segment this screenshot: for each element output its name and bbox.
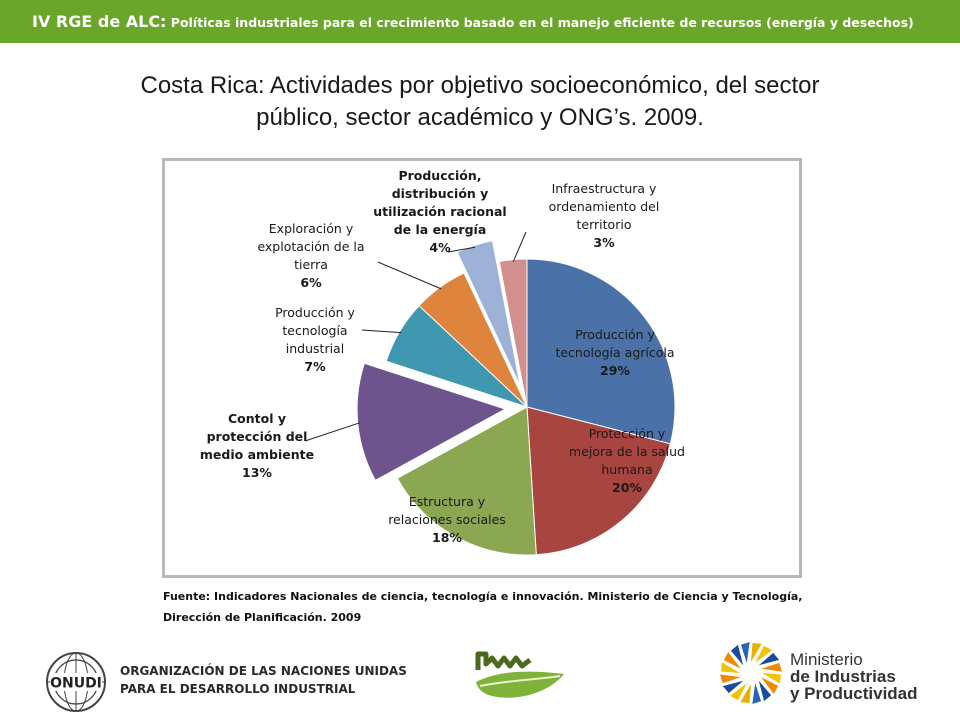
ministerio-name: Ministerio de Industrias y Productividad — [790, 651, 918, 702]
pie-slice-agricola — [526, 258, 676, 445]
slice-percent-label: 6% — [300, 275, 322, 290]
ministry-line1: Ministerio — [790, 650, 863, 669]
slice-label-tierra: Exploración y explotación de la tierra 6% — [236, 220, 386, 292]
slide-title-line1: Costa Rica: Actividades por objetivo soc… — [140, 72, 820, 99]
ministry-line2: de Industrias — [790, 667, 896, 686]
onudi-org-name: ORGANIZACIÓN DE LAS NACIONES UNIDAS PARA… — [120, 662, 407, 698]
slice-label-line: Contol y — [227, 411, 286, 426]
slice-label-estructura: Estructura y relaciones sociales 18% — [372, 493, 522, 547]
slice-label-line: Infraestructura y — [551, 181, 657, 196]
slice-label-line: humana — [601, 462, 653, 477]
leader-line-medio-ambiente — [304, 422, 360, 442]
slide-title: Costa Rica: Actividades por objetivo soc… — [60, 70, 900, 134]
slice-percent-label: 3% — [593, 235, 615, 250]
pie-slice-infraestructura — [498, 258, 528, 408]
source-note: Fuente: Indicadores Nacionales de cienci… — [163, 586, 803, 628]
slice-label-line: protección del — [206, 429, 308, 444]
leader-line-energia — [447, 246, 476, 253]
ministry-line3: y Productividad — [790, 684, 918, 703]
slice-percent-label: 4% — [429, 240, 451, 255]
slice-label-medio-ambiente: Contol y protección del medio ambiente 13% — [182, 410, 332, 482]
header-title: IV RGE de ALC: Políticas industriales pa… — [32, 12, 914, 31]
org-line2: PARA EL DESARROLLO INDUSTRIAL — [120, 682, 356, 696]
slice-label-agricola: Producción y tecnología agrícola 29% — [540, 326, 690, 380]
pie-slice-energia — [456, 240, 521, 387]
slice-label-line: Producción, — [398, 168, 482, 183]
slice-label-line: de la energía — [393, 222, 487, 237]
slice-label-line: Producción y — [275, 305, 355, 320]
slice-label-line: ordenamiento del — [548, 199, 660, 214]
onudi-logo-text: ONUDI — [50, 676, 102, 692]
ministerio-sun-logo — [720, 642, 782, 704]
slice-label-line: territorio — [576, 217, 632, 232]
pie-slice-estructura — [396, 406, 537, 556]
slice-label-energia: Producción, distribución y utilización rac… — [365, 167, 515, 257]
slide-title-line2: público, sector académico y ONG’s. 2009. — [256, 104, 704, 131]
source-line2: Dirección de Planificación. 2009 — [163, 611, 362, 624]
slice-percent-label: 18% — [432, 530, 462, 545]
leaf-logo — [475, 651, 564, 698]
slice-label-line: industrial — [285, 341, 345, 356]
header-prefix: IV RGE de ALC: — [32, 12, 167, 31]
slice-label-line: explotación de la — [257, 239, 365, 254]
slice-label-line: distribución y — [391, 186, 489, 201]
slice-label-industrial: Producción y tecnología industrial 7% — [240, 304, 390, 376]
slice-label-line: relaciones sociales — [388, 512, 506, 527]
leader-line-tierra — [377, 261, 442, 290]
org-line1: ORGANIZACIÓN DE LAS NACIONES UNIDAS — [120, 664, 407, 678]
leader-line-infraestructura — [512, 231, 527, 262]
slice-percent-label: 7% — [304, 359, 326, 374]
slice-label-line: tierra — [294, 257, 328, 272]
slice-label-line: tecnología — [282, 323, 348, 338]
slice-label-salud: Protección y mejora de la salud humana 20% — [552, 425, 702, 497]
header-subtitle: Políticas industriales para el crecimien… — [166, 15, 914, 30]
slice-percent-label: 20% — [612, 480, 642, 495]
source-line1: Fuente: Indicadores Nacionales de cienci… — [163, 590, 803, 603]
slice-label-infraestructura: Infraestructura y ordenamiento del territo… — [529, 180, 679, 252]
slice-label-line: mejora de la salud — [569, 444, 685, 459]
slice-label-line: Producción y — [575, 327, 655, 342]
slice-label-line: Estructura y — [408, 494, 486, 509]
header-bar: IV RGE de ALC: Políticas industriales pa… — [0, 0, 960, 43]
slice-percent-label: 29% — [600, 363, 630, 378]
slice-label-line: Protección y — [588, 426, 666, 441]
slice-label-line: utilización racional — [373, 204, 507, 219]
slice-label-line: tecnología agrícola — [555, 345, 675, 360]
slice-percent-label: 13% — [242, 465, 272, 480]
leader-line-industrial — [361, 329, 402, 334]
slice-label-line: medio ambiente — [199, 447, 315, 462]
onudi-logo: ONUDI — [46, 652, 106, 712]
pie-slice-salud — [526, 406, 671, 556]
pie-slice-tierra — [418, 272, 528, 408]
slice-label-line: Exploración y — [268, 221, 354, 236]
